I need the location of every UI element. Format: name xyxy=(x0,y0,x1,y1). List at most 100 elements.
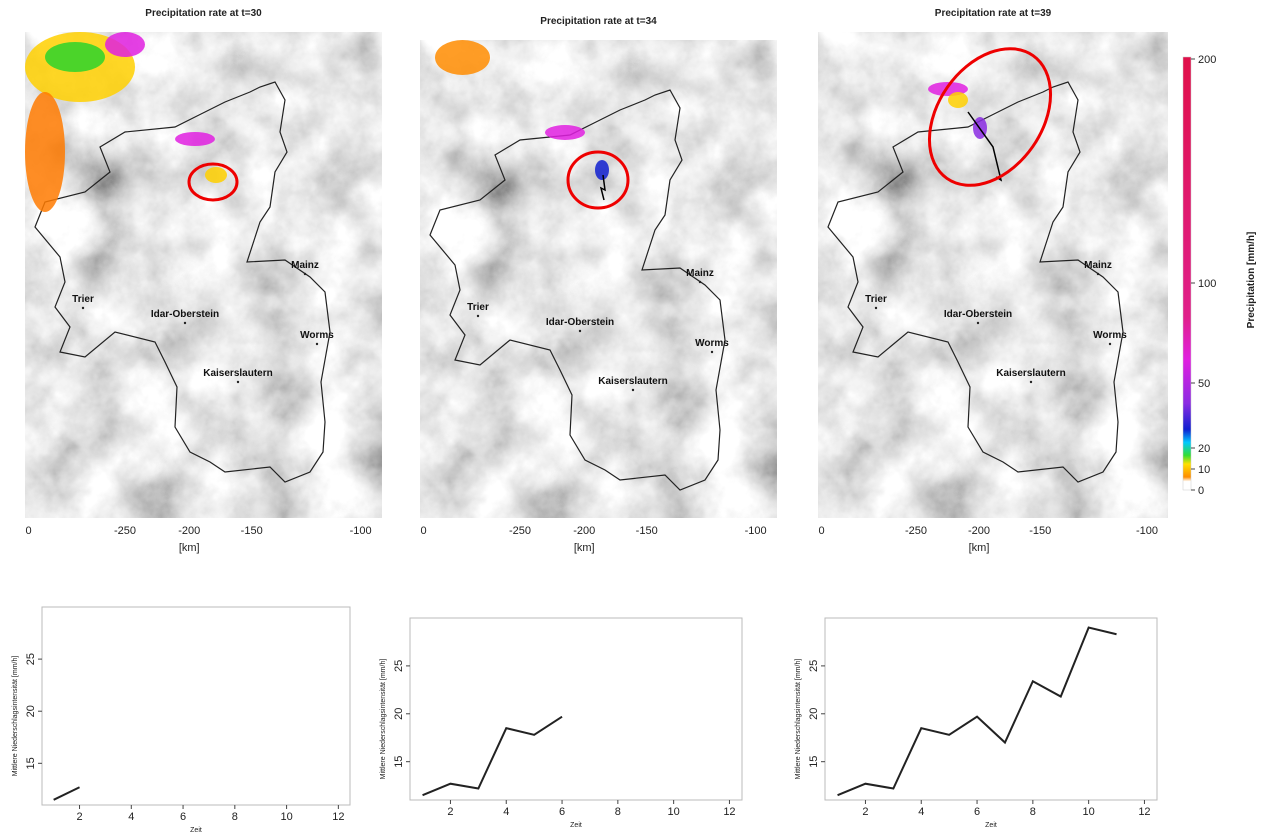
city-dot xyxy=(699,281,701,283)
map-title: Precipitation rate at t=30 xyxy=(145,8,262,19)
map-title: Precipitation rate at t=39 xyxy=(935,8,1052,19)
map-x-tick-label: -250 xyxy=(509,525,531,537)
y-tick-label: 20 xyxy=(25,705,37,717)
map-panel: Mainz Trier Idar-Oberstein Worms Kaiserslaut… xyxy=(25,32,382,518)
y-axis-label: Mittlere Niederschlagsintensität [mm/h] xyxy=(380,659,387,780)
x-tick-label: 8 xyxy=(232,811,238,823)
y-axis-label: Mittlere Niederschlagsintensität [mm/h] xyxy=(12,656,19,777)
precip-cell xyxy=(545,125,585,140)
precip-cell xyxy=(25,92,65,212)
city-dot xyxy=(1109,343,1111,345)
city-label: Idar-Oberstein xyxy=(546,317,614,328)
x-tick-label: 12 xyxy=(1138,806,1150,818)
precip-cell xyxy=(205,167,227,183)
data-line xyxy=(423,717,562,796)
city-label: Mainz xyxy=(686,268,714,279)
map-x-tick-label: -150 xyxy=(636,525,658,537)
city-dot xyxy=(237,381,239,383)
x-tick-label: 4 xyxy=(918,806,924,818)
x-tick-label: 6 xyxy=(559,806,565,818)
map-x-tick-label: 0 xyxy=(818,525,824,537)
terrain-shade xyxy=(420,40,777,518)
plot-frame xyxy=(825,618,1157,800)
x-tick-label: 12 xyxy=(332,811,344,823)
y-tick-label: 25 xyxy=(808,660,820,672)
y-tick-label: 25 xyxy=(25,653,37,665)
city-label: Idar-Oberstein xyxy=(151,309,219,320)
y-tick-label: 25 xyxy=(393,660,405,672)
city-dot xyxy=(711,351,713,353)
map-x-tick-label: 0 xyxy=(421,525,427,537)
city-label: Kaiserslautern xyxy=(996,368,1065,379)
plot-frame xyxy=(410,618,742,800)
city-label: Kaiserslautern xyxy=(598,376,667,387)
city-label: Mainz xyxy=(1084,260,1112,271)
city-dot xyxy=(632,389,634,391)
x-tick-label: 12 xyxy=(723,806,735,818)
city-dot xyxy=(82,307,84,309)
city-dot xyxy=(477,315,479,317)
city-dot xyxy=(316,343,318,345)
city-label: Idar-Oberstein xyxy=(944,309,1012,320)
map-x-tick-label: 0 xyxy=(26,525,32,537)
x-axis-label: Zeit xyxy=(985,822,997,829)
city-label: Worms xyxy=(695,338,729,349)
city-label: Trier xyxy=(865,294,887,305)
x-tick-label: 10 xyxy=(1083,806,1095,818)
colorbar-tick-label: 0 xyxy=(1198,485,1204,497)
precip-cell xyxy=(105,32,145,57)
colorbar-tick-label: 20 xyxy=(1198,443,1210,455)
y-tick-label: 20 xyxy=(808,708,820,720)
map-x-tick-label: -200 xyxy=(968,525,990,537)
map-x-tick-label: -150 xyxy=(1029,525,1051,537)
city-label: Trier xyxy=(72,294,94,305)
x-tick-label: 10 xyxy=(280,811,292,823)
map-x-tick-label: -100 xyxy=(745,525,767,537)
figure: Mainz Trier Idar-Oberstein Worms Kaiserslaut… xyxy=(0,0,1261,834)
city-label: Worms xyxy=(1093,330,1127,341)
map-x-label: [km] xyxy=(574,542,595,554)
y-tick-label: 15 xyxy=(393,756,405,768)
city-label: Kaiserslautern xyxy=(203,368,272,379)
map-x-label: [km] xyxy=(969,542,990,554)
x-tick-label: 10 xyxy=(668,806,680,818)
terrain-shade xyxy=(818,32,1168,518)
colorbar-tick-label: 100 xyxy=(1198,278,1216,290)
colorbar-label: Precipitation [mm/h] xyxy=(1246,232,1257,329)
map-x-tick-label: -250 xyxy=(905,525,927,537)
city-label: Worms xyxy=(300,330,334,341)
precip-cell xyxy=(595,160,609,180)
map-x-tick-label: -150 xyxy=(241,525,263,537)
precip-cell xyxy=(45,42,105,72)
city-dot xyxy=(579,330,581,332)
x-tick-label: 6 xyxy=(974,806,980,818)
city-dot xyxy=(875,307,877,309)
x-tick-label: 8 xyxy=(1030,806,1036,818)
x-tick-label: 2 xyxy=(76,811,82,823)
data-line xyxy=(54,787,80,800)
city-label: Mainz xyxy=(291,260,319,271)
precip-cell xyxy=(435,40,490,75)
colorbar-tick-label: 200 xyxy=(1198,54,1216,66)
x-tick-label: 8 xyxy=(615,806,621,818)
x-axis-label: Zeit xyxy=(190,827,202,834)
colorbar-tick-label: 50 xyxy=(1198,378,1210,390)
precip-cell xyxy=(175,132,215,146)
y-tick-label: 20 xyxy=(393,708,405,720)
x-tick-label: 2 xyxy=(862,806,868,818)
y-axis-label: Mittlere Niederschlagsintensität [mm/h] xyxy=(795,659,802,780)
terrain-shade xyxy=(25,32,382,518)
city-dot xyxy=(184,322,186,324)
x-axis-label: Zeit xyxy=(570,822,582,829)
map-title: Precipitation rate at t=34 xyxy=(540,16,657,27)
map-x-label: [km] xyxy=(179,542,200,554)
precip-cell xyxy=(948,92,968,108)
data-line xyxy=(838,628,1117,796)
map-x-tick-label: -200 xyxy=(573,525,595,537)
map-x-tick-label: -100 xyxy=(1136,525,1158,537)
city-dot xyxy=(1097,273,1099,275)
y-tick-label: 15 xyxy=(25,757,37,769)
x-tick-label: 4 xyxy=(128,811,134,823)
map-x-tick-label: -200 xyxy=(178,525,200,537)
x-tick-label: 6 xyxy=(180,811,186,823)
